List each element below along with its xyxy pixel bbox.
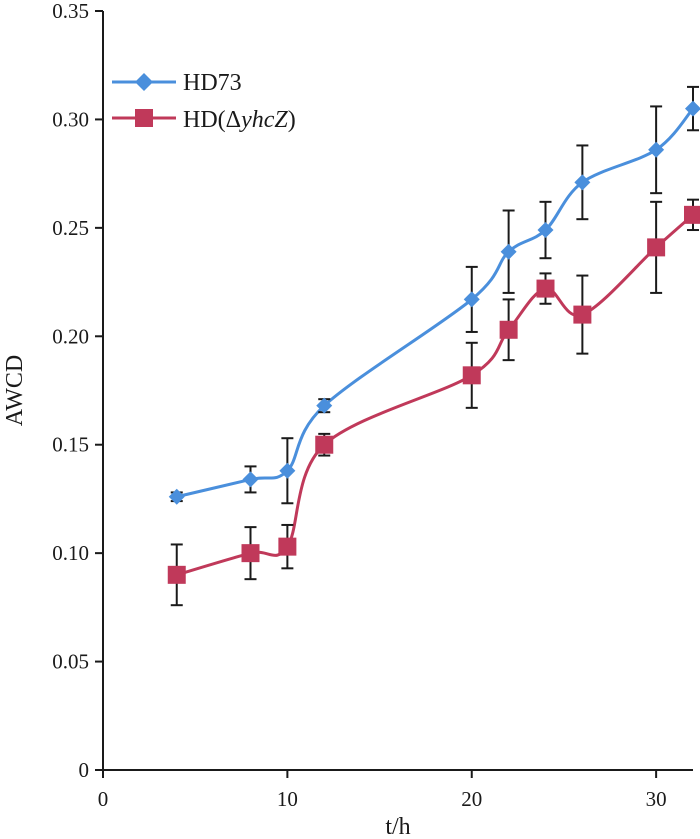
data-point-diamond [168, 488, 185, 505]
ticks: 0 0.05 0.10 0.15 0.20 0.25 0.30 0.35 0 10 20 30 [52, 0, 666, 811]
data-point-square [315, 435, 334, 454]
legend-label-yhcz: HD(ΔyhcZ) [183, 107, 296, 133]
legend-diamond-marker [135, 73, 153, 91]
y-tick-label: 0.20 [52, 324, 89, 348]
data-point-square [499, 320, 518, 339]
y-tick-label: 0.25 [52, 216, 89, 240]
data-point-square [573, 305, 592, 324]
y-axis-title: AWCD [2, 355, 28, 426]
x-axis-title: t/h [385, 814, 410, 839]
axes [102, 11, 693, 771]
legend-square-marker [135, 109, 153, 127]
series-line-yhcz [176, 213, 694, 577]
series-hd73 [168, 85, 700, 505]
legend: HD73 HD(ΔyhcZ) [112, 70, 296, 133]
series-line-hd73 [176, 107, 695, 499]
data-point-diamond [500, 243, 517, 260]
y-tick-label: 0.30 [52, 107, 89, 131]
y-tick-label: 0 [79, 758, 90, 782]
data-point-square [167, 565, 186, 584]
x-tick-label: 30 [646, 787, 667, 811]
plot-area [167, 85, 700, 607]
legend-label-yhcz-suffix: ) [288, 107, 296, 133]
data-point-diamond [463, 291, 480, 308]
legend-label-hd73: HD73 [183, 70, 242, 96]
data-point-diamond [648, 141, 665, 158]
series-yhcz [167, 198, 700, 607]
data-point-square [462, 366, 481, 385]
data-point-square [241, 544, 260, 563]
y-tick-label: 0.05 [52, 650, 89, 674]
x-tick-label: 0 [98, 787, 109, 811]
data-point-diamond [316, 397, 333, 414]
y-tick-label: 0.15 [52, 433, 89, 457]
legend-label-yhcz-gene: yhcZ [239, 107, 288, 133]
data-point-diamond [242, 471, 259, 488]
data-point-square [278, 537, 297, 556]
y-tick-label: 0.10 [52, 541, 89, 565]
data-point-diamond [279, 462, 296, 479]
data-point-square [684, 205, 700, 224]
y-tick-label: 0.35 [52, 0, 89, 23]
data-point-diamond [685, 100, 700, 117]
legend-label-yhcz-prefix: HD(Δ [183, 107, 241, 133]
data-point-square [647, 238, 666, 257]
data-point-square [536, 279, 555, 298]
data-point-diamond [537, 222, 554, 239]
data-point-diamond [574, 174, 591, 191]
x-tick-label: 20 [461, 787, 482, 811]
x-tick-label: 10 [277, 787, 298, 811]
